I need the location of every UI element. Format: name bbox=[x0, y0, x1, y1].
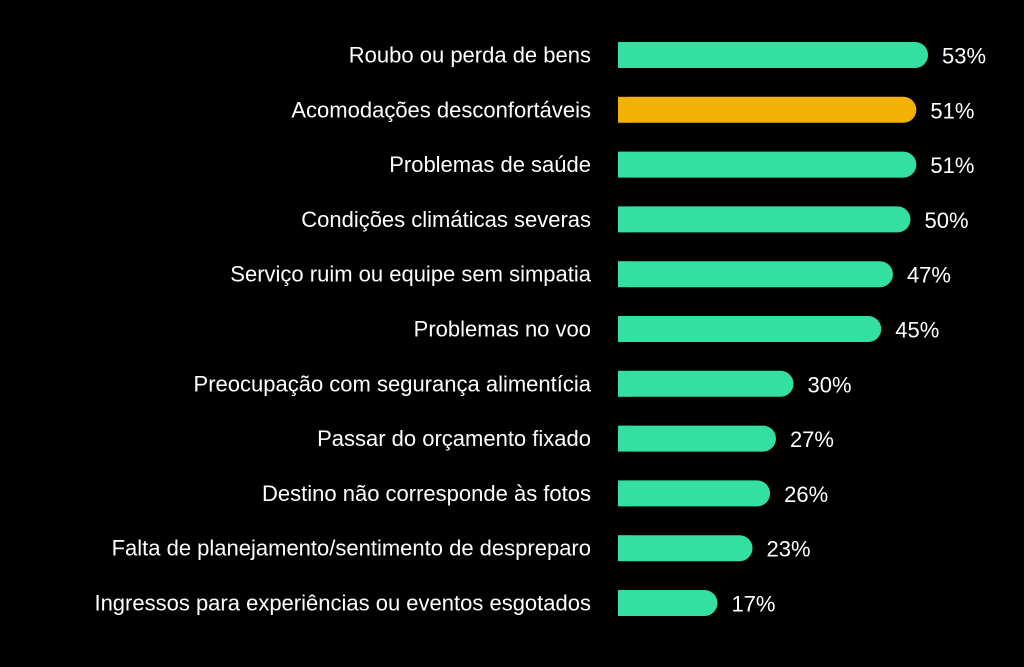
bar-left-edge bbox=[618, 261, 631, 288]
bar-row: Problemas de saúde 51% bbox=[389, 151, 974, 178]
value-label: 50% bbox=[925, 208, 969, 233]
bar bbox=[618, 425, 776, 452]
bar-left-edge bbox=[618, 370, 631, 397]
category-label: Condições climáticas severas bbox=[301, 207, 591, 232]
bar-left-edge bbox=[618, 206, 631, 233]
value-label: 17% bbox=[731, 592, 775, 617]
bar-row: Problemas no voo 45% bbox=[414, 316, 939, 343]
category-label: Acomodações desconfortáveis bbox=[291, 97, 591, 122]
bar-row: Ingressos para experiências ou eventos e… bbox=[94, 590, 775, 617]
bars-layer: Roubo ou perda de bens 53% Acomodações des… bbox=[94, 42, 986, 617]
bar bbox=[618, 206, 911, 233]
bar-left-edge bbox=[618, 590, 631, 616]
bar-left-edge bbox=[618, 42, 631, 68]
category-label: Destino não corresponde às fotos bbox=[262, 481, 591, 506]
category-label: Preocupação com segurança alimentícia bbox=[194, 371, 592, 396]
value-label: 47% bbox=[907, 263, 951, 288]
bar-left-edge bbox=[618, 535, 631, 562]
bar-left-edge bbox=[618, 480, 631, 507]
category-label: Problemas de saúde bbox=[389, 152, 591, 177]
bar-row: Condições climáticas severas 50% bbox=[301, 206, 969, 233]
bar bbox=[618, 370, 794, 397]
category-label: Roubo ou perda de bens bbox=[349, 43, 591, 68]
value-label: 51% bbox=[930, 153, 974, 178]
bar bbox=[618, 261, 893, 288]
category-label: Problemas no voo bbox=[414, 317, 591, 342]
value-label: 30% bbox=[808, 372, 852, 397]
value-label: 51% bbox=[930, 98, 974, 123]
category-label: Passar do orçamento fixado bbox=[317, 426, 591, 451]
category-label: Ingressos para experiências ou eventos e… bbox=[94, 591, 591, 616]
value-label: 23% bbox=[767, 537, 811, 562]
value-label: 53% bbox=[942, 44, 986, 69]
category-label: Falta de planejamento/sentimento de desp… bbox=[112, 536, 591, 561]
bar-highlighted bbox=[618, 96, 917, 123]
bar-left-edge bbox=[618, 151, 631, 178]
bar bbox=[618, 151, 917, 178]
bar-row: Roubo ou perda de bens 53% bbox=[349, 42, 986, 69]
bar-row: Serviço ruim ou equipe sem simpatia 47% bbox=[230, 261, 951, 288]
category-label: Serviço ruim ou equipe sem simpatia bbox=[230, 262, 591, 287]
bar-row: Passar do orçamento fixado 27% bbox=[317, 425, 834, 452]
bar-left-edge bbox=[618, 96, 631, 123]
bar-row: Falta de planejamento/sentimento de desp… bbox=[112, 535, 811, 562]
bar bbox=[618, 590, 718, 616]
bar-row: Destino não corresponde às fotos 26% bbox=[262, 480, 828, 507]
bar bbox=[618, 316, 882, 342]
bar bbox=[618, 480, 771, 507]
bar bbox=[618, 535, 753, 562]
bar-left-edge bbox=[618, 316, 631, 342]
value-label: 27% bbox=[790, 427, 834, 452]
bar bbox=[618, 42, 929, 68]
bar-left-edge bbox=[618, 425, 631, 452]
bar-row: Acomodações desconfortáveis 51% bbox=[291, 96, 974, 123]
value-label: 26% bbox=[784, 482, 828, 507]
value-label: 45% bbox=[895, 318, 939, 343]
bar-row: Preocupação com segurança alimentícia 30% bbox=[194, 370, 852, 397]
